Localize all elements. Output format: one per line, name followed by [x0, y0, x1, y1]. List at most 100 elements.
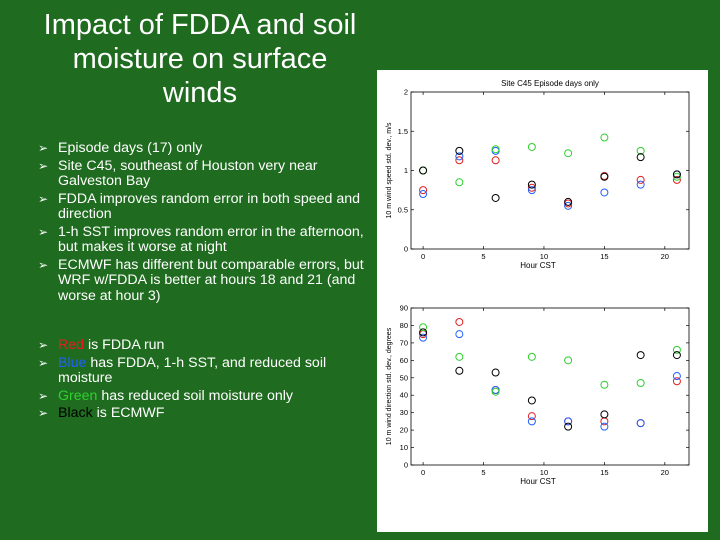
y-tick-label: 70 — [400, 338, 408, 347]
data-point — [455, 156, 464, 165]
data-point — [419, 328, 428, 337]
data-point — [527, 352, 536, 361]
x-tick-label: 10 — [540, 252, 548, 261]
data-point — [636, 419, 645, 428]
list-item: ➢ Black is ECMWF — [38, 405, 368, 422]
data-point — [636, 379, 645, 388]
y-tick-label: 10 — [400, 443, 408, 452]
y-tick-label: 0 — [404, 461, 408, 470]
legend-color-word: Green — [58, 387, 98, 404]
arrow-bullet-icon: ➢ — [38, 355, 49, 370]
y-tick-label: 0.5 — [398, 205, 408, 214]
y-tick-label: 80 — [400, 321, 408, 330]
y-tick-label: 60 — [400, 356, 408, 365]
arrow-bullet-icon: ➢ — [38, 141, 49, 155]
x-tick-label: 20 — [661, 468, 669, 477]
list-item: ➢ 1-h SST improves random error in the af… — [38, 223, 368, 256]
data-point — [455, 366, 464, 375]
y-tick-label: 2 — [404, 88, 408, 97]
data-point — [564, 201, 573, 210]
arrow-bullet-icon: ➢ — [38, 406, 49, 420]
data-point — [564, 149, 573, 158]
arrow-bullet-icon: ➢ — [38, 158, 49, 173]
y-tick-label: 20 — [400, 426, 408, 435]
list-item: ➢ Site C45, southeast of Houston very nea… — [38, 157, 368, 190]
bullet-text: Site C45, southeast of Houston very near… — [58, 157, 318, 189]
x-axis-label: Hour CST — [520, 261, 556, 270]
data-point — [419, 323, 428, 332]
data-point — [491, 156, 500, 165]
data-point — [455, 146, 464, 155]
chart-title: Site C45 Episode days only — [501, 79, 599, 88]
data-point — [455, 317, 464, 326]
data-point — [600, 133, 609, 142]
data-point — [527, 417, 536, 426]
data-point — [672, 345, 681, 354]
data-point — [491, 387, 500, 396]
plot-frame — [410, 91, 690, 250]
x-tick-label: 5 — [481, 468, 485, 477]
list-item: ➢ FDDA improves random error in both spee… — [38, 190, 368, 223]
x-tick-label: 0 — [421, 468, 425, 477]
data-point — [636, 351, 645, 360]
data-point — [527, 180, 536, 189]
legend-color-word: Blue — [58, 354, 87, 371]
bullet-text: FDDA improves random error in both speed… — [58, 190, 361, 222]
data-point — [672, 175, 681, 184]
data-point — [600, 172, 609, 181]
data-point — [636, 175, 645, 184]
y-tick-label: 90 — [400, 304, 408, 313]
data-point — [455, 178, 464, 187]
data-point — [636, 180, 645, 189]
data-point — [527, 186, 536, 195]
x-tick-label: 20 — [661, 252, 669, 261]
data-point — [636, 146, 645, 155]
bullet-text: 1-h SST improves random error in the aft… — [58, 223, 364, 255]
data-point — [600, 410, 609, 419]
x-tick-label: 0 — [421, 252, 425, 261]
data-point — [455, 330, 464, 339]
data-point — [419, 333, 428, 342]
legend-color-word: Red — [58, 337, 85, 353]
data-point — [672, 170, 681, 179]
data-point — [419, 190, 428, 199]
y-axis-label: 10 m wind direction std. dev., degrees — [386, 327, 393, 445]
plot-frame — [410, 307, 690, 466]
y-tick-label: 40 — [400, 391, 408, 400]
data-point — [564, 356, 573, 365]
data-point — [600, 422, 609, 431]
legend-color-word: Black — [58, 405, 93, 421]
data-point — [672, 351, 681, 360]
legend-description: has reduced soil moisture only — [97, 387, 294, 404]
x-tick-label: 5 — [481, 252, 485, 261]
data-point — [527, 142, 536, 151]
data-point — [455, 352, 464, 361]
y-tick-label: 0 — [404, 245, 408, 254]
x-tick-label: 10 — [540, 468, 548, 477]
data-point — [527, 412, 536, 421]
data-point — [419, 166, 428, 175]
data-point — [672, 377, 681, 386]
arrow-bullet-icon: ➢ — [38, 191, 49, 206]
data-point — [527, 396, 536, 405]
slide-title: Impact of FDDA and soil moisture on surf… — [43, 9, 357, 110]
arrow-bullet-icon: ➢ — [38, 338, 49, 352]
legend-description: has FDDA, 1-h SST, and reduced soil mois… — [58, 354, 327, 386]
y-tick-label: 1 — [404, 166, 408, 175]
list-item: ➢ ECMWF has different but comparable erro… — [38, 257, 368, 305]
legend-description: is ECMWF — [92, 405, 165, 421]
x-tick-label: 15 — [600, 252, 608, 261]
findings-list: ➢ Episode days (17) only ➢ Site C45, south… — [38, 140, 368, 306]
x-tick-label: 15 — [600, 468, 608, 477]
data-point — [491, 145, 500, 154]
data-point — [527, 183, 536, 192]
data-point — [491, 368, 500, 377]
y-tick-label: 1.5 — [398, 127, 408, 136]
arrow-bullet-icon: ➢ — [38, 257, 49, 272]
y-axis-label: 10 m wind speed std. dev., m/s — [386, 122, 393, 218]
data-point — [564, 422, 573, 431]
data-point — [600, 380, 609, 389]
data-point — [419, 186, 428, 195]
data-point — [636, 153, 645, 162]
